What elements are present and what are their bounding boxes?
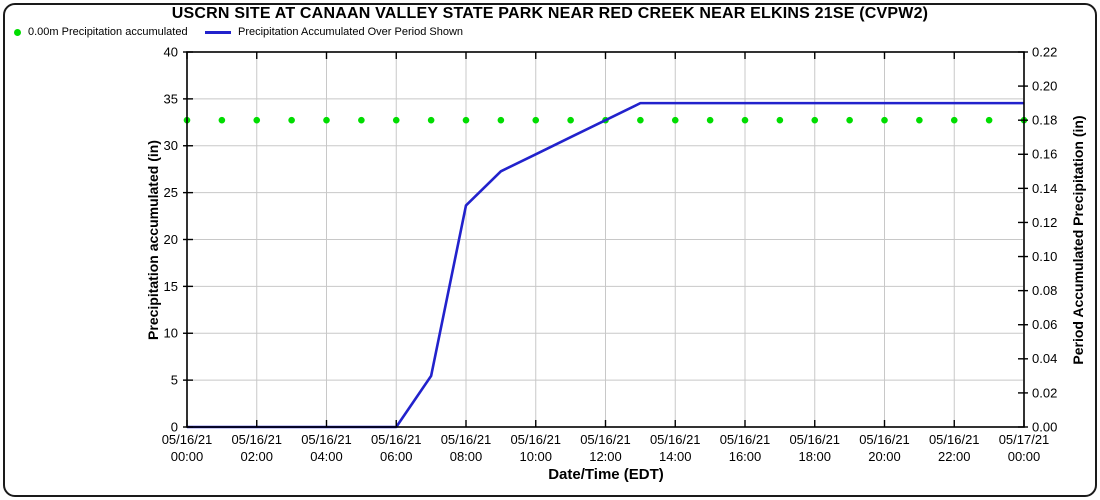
legend-label-accumulated-dots: 0.00m Precipitation accumulated — [28, 26, 188, 38]
x-tick-label-date: 05/16/21 — [441, 432, 492, 447]
x-tick-label-date: 05/17/21 — [999, 432, 1050, 447]
data-point — [637, 116, 644, 124]
x-tick-label-date: 05/16/21 — [859, 432, 910, 447]
data-point — [881, 116, 888, 124]
data-point — [950, 116, 958, 124]
x-tick-label-date: 05/16/21 — [371, 432, 422, 447]
x-tick-label-date: 05/16/21 — [650, 432, 701, 447]
left-axis-tick-label: 30 — [164, 138, 178, 153]
left-axis-tick-label: 35 — [164, 91, 178, 106]
x-tick-label-time: 04:00 — [310, 449, 343, 464]
data-point — [218, 116, 226, 124]
legend-label-period-line: Precipitation Accumulated Over Period Sh… — [238, 26, 464, 38]
data-point — [323, 116, 330, 124]
right-axis-tick-label: 0.18 — [1032, 113, 1057, 128]
data-point — [497, 116, 505, 124]
data-point — [427, 116, 435, 124]
right-axis-title: Period Accumulated Precipitation (in) — [1070, 115, 1086, 365]
x-tick-label-time: 02:00 — [240, 449, 273, 464]
x-tick-label-date: 05/16/21 — [162, 432, 213, 447]
data-point — [985, 116, 993, 124]
right-axis-tick-label: 0.08 — [1032, 283, 1057, 298]
data-point — [846, 116, 853, 124]
x-tick-label-date: 05/16/21 — [301, 432, 352, 447]
right-axis-tick-label: 0.10 — [1032, 249, 1057, 264]
right-axis-tick-label: 0.22 — [1032, 44, 1057, 59]
left-axis-tick-label: 25 — [164, 185, 178, 200]
right-axis-tick-label: 0.20 — [1032, 79, 1057, 94]
right-axis-tick-label: 0.12 — [1032, 215, 1057, 230]
data-point — [776, 116, 784, 124]
left-axis-title: Precipitation accumulated (in) — [145, 140, 161, 340]
right-axis-tick-label: 0.02 — [1032, 385, 1057, 400]
x-tick-label-time: 16:00 — [729, 449, 762, 464]
left-axis-tick-label: 20 — [164, 232, 178, 247]
x-tick-label-date: 05/16/21 — [510, 432, 561, 447]
left-axis-tick-label: 0 — [171, 419, 178, 434]
right-axis-tick-label: 0.04 — [1032, 351, 1057, 366]
data-point — [811, 116, 819, 124]
x-tick-label-time: 08:00 — [450, 449, 483, 464]
x-tick-label-time: 20:00 — [868, 449, 901, 464]
x-tick-label-time: 00:00 — [1008, 449, 1041, 464]
data-point — [741, 116, 749, 124]
data-point — [253, 116, 261, 124]
data-point — [706, 116, 714, 124]
right-axis-tick-label: 0.16 — [1032, 147, 1057, 162]
x-tick-label-time: 18:00 — [798, 449, 831, 464]
x-tick-label-time: 22:00 — [938, 449, 971, 464]
chart-title: USCRN SITE AT CANAAN VALLEY STATE PARK N… — [171, 5, 929, 22]
x-tick-label-time: 14:00 — [659, 449, 692, 464]
left-axis-tick-label: 15 — [164, 279, 178, 294]
x-tick-label-date: 05/16/21 — [580, 432, 631, 447]
left-axis-tick-label: 40 — [164, 44, 178, 59]
x-tick-label-date: 05/16/21 — [789, 432, 840, 447]
x-tick-label-time: 12:00 — [589, 449, 622, 464]
x-tick-label-date: 05/16/21 — [929, 432, 980, 447]
legend-item-accumulated-dots: 0.00m Precipitation accumulated — [14, 26, 188, 38]
right-axis-tick-label: 0.00 — [1032, 419, 1057, 434]
left-axis-tick-label: 5 — [171, 373, 178, 388]
x-tick-label-time: 06:00 — [380, 449, 413, 464]
x-tick-label-time: 00:00 — [171, 449, 204, 464]
left-axis-tick-label: 10 — [164, 326, 178, 341]
x-tick-label-date: 05/16/21 — [720, 432, 771, 447]
data-point — [532, 116, 540, 124]
blue-line-legend-icon — [205, 30, 231, 34]
green-dot-legend-icon — [14, 28, 21, 36]
data-point — [462, 116, 470, 124]
data-point — [358, 116, 365, 124]
data-point — [916, 116, 923, 124]
legend-item-period-line: Precipitation Accumulated Over Period Sh… — [205, 26, 463, 38]
x-tick-label-time: 10:00 — [519, 449, 552, 464]
x-axis-title: Date/Time (EDT) — [548, 466, 664, 483]
data-point — [671, 116, 679, 124]
data-point — [567, 116, 574, 124]
right-axis-tick-label: 0.06 — [1032, 317, 1057, 332]
right-axis-tick-label: 0.14 — [1032, 181, 1057, 196]
data-point — [288, 116, 295, 124]
data-point — [392, 116, 400, 124]
x-tick-label-date: 05/16/21 — [231, 432, 282, 447]
